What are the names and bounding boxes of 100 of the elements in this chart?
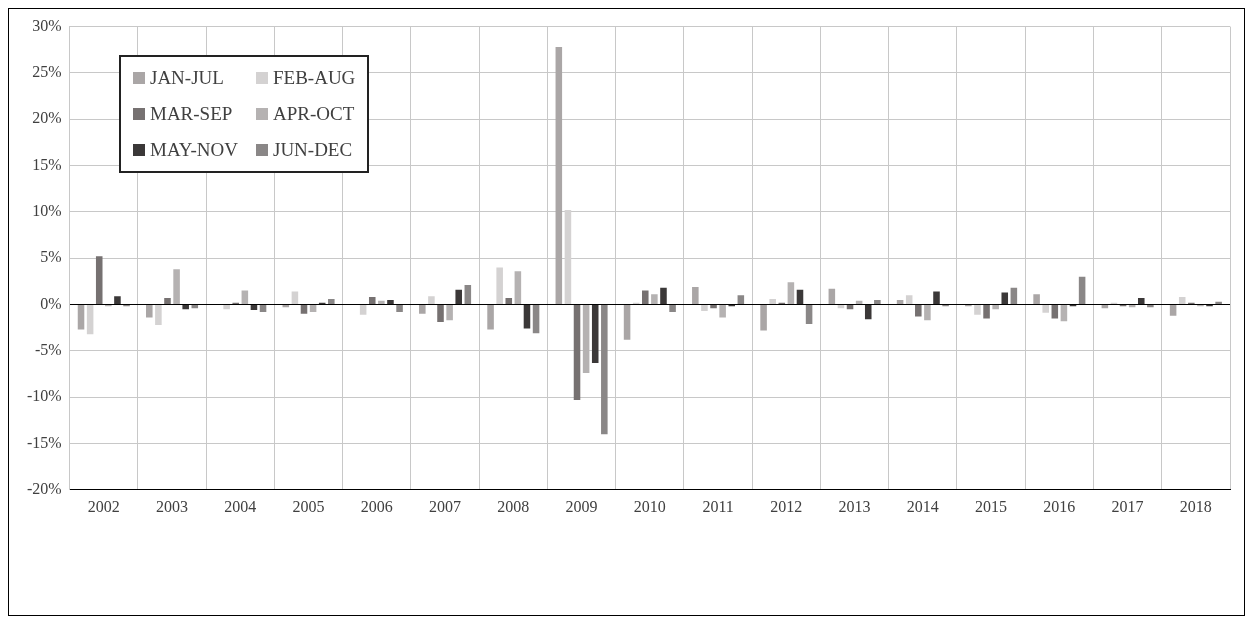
bar (359, 305, 367, 315)
bar (505, 298, 513, 305)
bar (1033, 294, 1040, 305)
bar (173, 269, 180, 305)
bar (387, 299, 394, 305)
y-tick-label: 25% (32, 63, 62, 81)
y-tick-label: 20% (32, 109, 62, 127)
bar (769, 298, 776, 305)
bar (601, 305, 608, 435)
bar (692, 286, 699, 305)
bar (259, 305, 267, 312)
bar (1001, 292, 1009, 305)
bar (309, 305, 317, 312)
bar (378, 300, 385, 305)
y-tick-label: 5% (40, 248, 62, 266)
bar (523, 305, 531, 329)
bar (737, 295, 745, 305)
bar (1147, 305, 1154, 308)
bar (1078, 276, 1086, 305)
bar (496, 267, 503, 305)
bar (1215, 301, 1222, 305)
x-tick-label: 2013 (838, 497, 871, 515)
x-tick-label: 2003 (156, 497, 189, 515)
bar (710, 305, 717, 309)
y-tick-label: -15% (27, 433, 62, 451)
y-tick-label: 15% (32, 155, 62, 173)
bar (787, 282, 795, 305)
y-tick-label: 30% (32, 16, 62, 34)
bar (760, 305, 767, 331)
bar (446, 305, 453, 321)
x-tick-label: 2014 (906, 497, 939, 515)
bar (419, 305, 426, 314)
legend-label: APR-OCT (272, 103, 355, 125)
x-tick-label: 2002 (87, 497, 120, 515)
legend-label: FEB-AUG (272, 67, 356, 89)
bar (368, 297, 376, 305)
bar (146, 305, 153, 318)
bar (582, 305, 590, 374)
bar (623, 305, 631, 340)
x-tick-label: 2016 (1043, 497, 1076, 515)
bar (905, 295, 913, 305)
bar (651, 294, 658, 305)
x-tick-label: 2011 (702, 497, 734, 515)
bar (455, 289, 462, 305)
bar (328, 298, 335, 305)
bar (933, 291, 940, 305)
x-tick-label: 2004 (224, 497, 257, 515)
legend-label: JUN-DEC (272, 139, 353, 161)
x-tick-label: 2008 (497, 497, 530, 515)
bar (992, 305, 999, 310)
bar (223, 305, 230, 310)
bar (396, 305, 403, 312)
y-tick-label: 10% (32, 202, 62, 220)
bar (464, 285, 472, 305)
bar (155, 305, 162, 325)
x-tick-label: 2015 (975, 497, 1008, 515)
bar (719, 305, 726, 318)
bar (701, 305, 708, 312)
x-tick-label: 2009 (565, 497, 598, 515)
bar (164, 298, 171, 305)
bar (805, 305, 813, 324)
bar (1169, 305, 1177, 316)
bar (1010, 287, 1018, 305)
bar (250, 305, 258, 311)
bar (95, 256, 103, 305)
bar (532, 305, 540, 334)
bar (924, 305, 931, 321)
x-tick-label: 2006 (360, 497, 393, 515)
bar (428, 296, 435, 305)
bar (514, 271, 522, 305)
bar (487, 305, 494, 330)
x-tick-label: 2010 (633, 497, 666, 515)
y-tick-label: 0% (40, 294, 62, 312)
bar (77, 305, 85, 330)
bar (660, 287, 667, 305)
bar (828, 288, 836, 305)
bar (1178, 297, 1186, 305)
x-tick-label: 2017 (1111, 497, 1144, 515)
bar (182, 305, 189, 310)
bar (915, 305, 922, 317)
y-tick-label: -10% (27, 387, 62, 405)
bar (555, 46, 563, 305)
x-tick-label: 2005 (292, 497, 325, 515)
y-tick-label: -20% (27, 480, 62, 497)
x-tick-label: 2018 (1179, 497, 1212, 515)
bar (1042, 305, 1049, 313)
bar (642, 290, 649, 305)
legend-label: JAN-JUL (150, 67, 224, 89)
bar (114, 296, 121, 305)
legend-label: MAY-NOV (150, 139, 238, 161)
bar (300, 305, 308, 314)
bar (591, 305, 599, 363)
bar (864, 305, 872, 320)
bar (874, 299, 881, 305)
bar (1060, 305, 1068, 322)
y-tick-label: -5% (35, 341, 62, 359)
bar (669, 305, 676, 312)
legend-label: MAR-SEP (150, 103, 233, 125)
bar (974, 305, 981, 315)
bar (1137, 298, 1145, 305)
